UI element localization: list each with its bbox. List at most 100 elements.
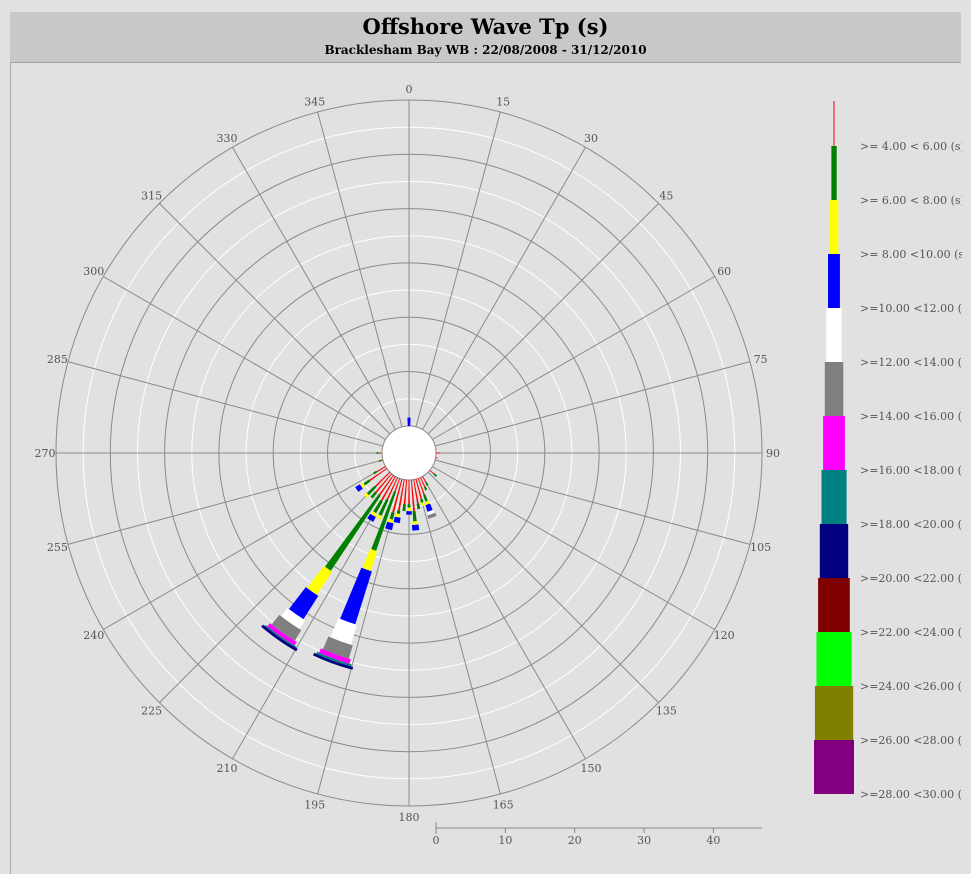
rose-segment <box>375 473 392 493</box>
legend-label: >=16.00 <18.00 (s) <box>860 464 962 477</box>
legend-label: >=12.00 <14.00 (s) <box>860 356 962 369</box>
direction-label: 255 <box>47 541 68 554</box>
rose-segment <box>406 511 412 515</box>
rose-segment <box>412 510 417 522</box>
radial-tick-label: 10 <box>498 834 512 847</box>
rose-segment <box>370 511 377 517</box>
direction-label: 105 <box>750 541 771 554</box>
rose-segment <box>425 481 429 486</box>
rose-segment <box>394 478 401 492</box>
rose-segment <box>420 498 424 503</box>
direction-label: 60 <box>717 265 731 278</box>
radial-tick-label: 30 <box>637 834 651 847</box>
rose-segment <box>378 459 382 462</box>
direction-label: 345 <box>304 95 325 108</box>
grid-spoke <box>434 361 751 447</box>
direction-label: 180 <box>399 811 420 824</box>
rose-segment <box>355 484 363 492</box>
rose-segment <box>366 485 377 496</box>
rose-segment <box>408 479 410 505</box>
rose-segment <box>280 607 306 630</box>
rose-segment <box>376 514 383 520</box>
legend-swatch <box>818 578 850 632</box>
legend-swatch <box>823 416 845 470</box>
rose-segment <box>407 417 411 427</box>
grid-spoke <box>232 476 396 759</box>
legend-swatch <box>814 686 854 740</box>
rose-segment <box>410 479 415 512</box>
direction-label: 240 <box>83 629 104 642</box>
rose-segment <box>407 504 411 508</box>
rose-segment <box>373 499 383 514</box>
rose-segment <box>396 510 401 514</box>
rose-segment <box>397 479 405 511</box>
grid-spoke <box>103 466 386 630</box>
grid-spoke <box>317 111 403 428</box>
legend-swatch <box>824 362 844 416</box>
rose-segment <box>367 513 376 522</box>
rose-segment <box>340 567 372 625</box>
direction-label: 15 <box>496 95 510 108</box>
legend-swatch <box>831 146 837 200</box>
radial-tick-label: 20 <box>568 834 582 847</box>
grid-spoke <box>67 361 384 447</box>
grid-spoke <box>317 478 403 795</box>
rose-segment <box>380 459 384 461</box>
legend-label: >=22.00 <24.00 (s) <box>860 626 962 639</box>
plot-area: 0 15 30 45 60 75 90 105 120 135 150 165 180 195 210 225… <box>10 62 962 874</box>
direction-label: 120 <box>714 629 735 642</box>
direction-label: 75 <box>754 353 768 366</box>
grid-spoke <box>427 203 659 435</box>
direction-label: 150 <box>581 762 602 775</box>
grid-spoke <box>432 466 715 630</box>
rose-segment <box>374 471 391 488</box>
legend-label: >=26.00 <28.00 (s) <box>860 734 962 747</box>
legend-swatch <box>821 470 847 524</box>
direction-label: 315 <box>141 190 162 203</box>
direction-label: 0 <box>406 83 413 96</box>
direction-label: 210 <box>217 762 238 775</box>
rose-segment <box>402 503 406 512</box>
center-hole <box>381 425 437 481</box>
rose-segment <box>412 521 418 525</box>
legend-swatch <box>814 740 854 794</box>
rose-segment <box>288 587 319 620</box>
rose-segment <box>307 565 333 595</box>
grid-spoke <box>422 147 586 430</box>
rose-segment <box>424 500 430 506</box>
grid-spoke <box>103 276 386 440</box>
rose-segment <box>316 651 352 667</box>
radial-tick-label: 0 <box>433 834 440 847</box>
rose-segment <box>271 614 302 641</box>
rose-segment <box>378 498 389 516</box>
grid-spoke <box>159 203 391 435</box>
rose-segment <box>413 479 419 504</box>
rose-segment <box>369 468 388 482</box>
rose-segment <box>267 623 297 646</box>
rose-segment <box>385 521 394 531</box>
direction-label: 270 <box>35 447 56 460</box>
rose-segment <box>386 477 398 500</box>
legend-label: >=14.00 <16.00 (s) <box>860 410 962 423</box>
legend-swatch <box>816 632 852 686</box>
legend-swatch <box>833 101 835 146</box>
rose-segment <box>264 625 297 648</box>
rose-segment <box>330 618 357 645</box>
grid-spoke <box>422 476 586 759</box>
rose-segment <box>380 476 396 501</box>
rose-segment <box>376 452 379 454</box>
direction-label: 45 <box>659 190 673 203</box>
rose-segment <box>389 512 395 520</box>
legend-label: >=10.00 <12.00 (s) <box>860 302 962 315</box>
grid-spoke <box>427 471 659 703</box>
grid-spoke <box>159 471 391 703</box>
rose-segment <box>370 491 378 499</box>
rose-segment <box>378 452 383 454</box>
legend-label: >=24.00 <26.00 (s) <box>860 680 962 693</box>
grid-spoke <box>232 147 396 430</box>
legend-swatch <box>819 524 849 578</box>
direction-label: 330 <box>217 132 238 145</box>
radial-tick-label: 40 <box>706 834 720 847</box>
rose-segment <box>395 513 401 518</box>
title-bar: Offshore Wave Tp (s) Bracklesham Bay WB … <box>10 12 961 63</box>
